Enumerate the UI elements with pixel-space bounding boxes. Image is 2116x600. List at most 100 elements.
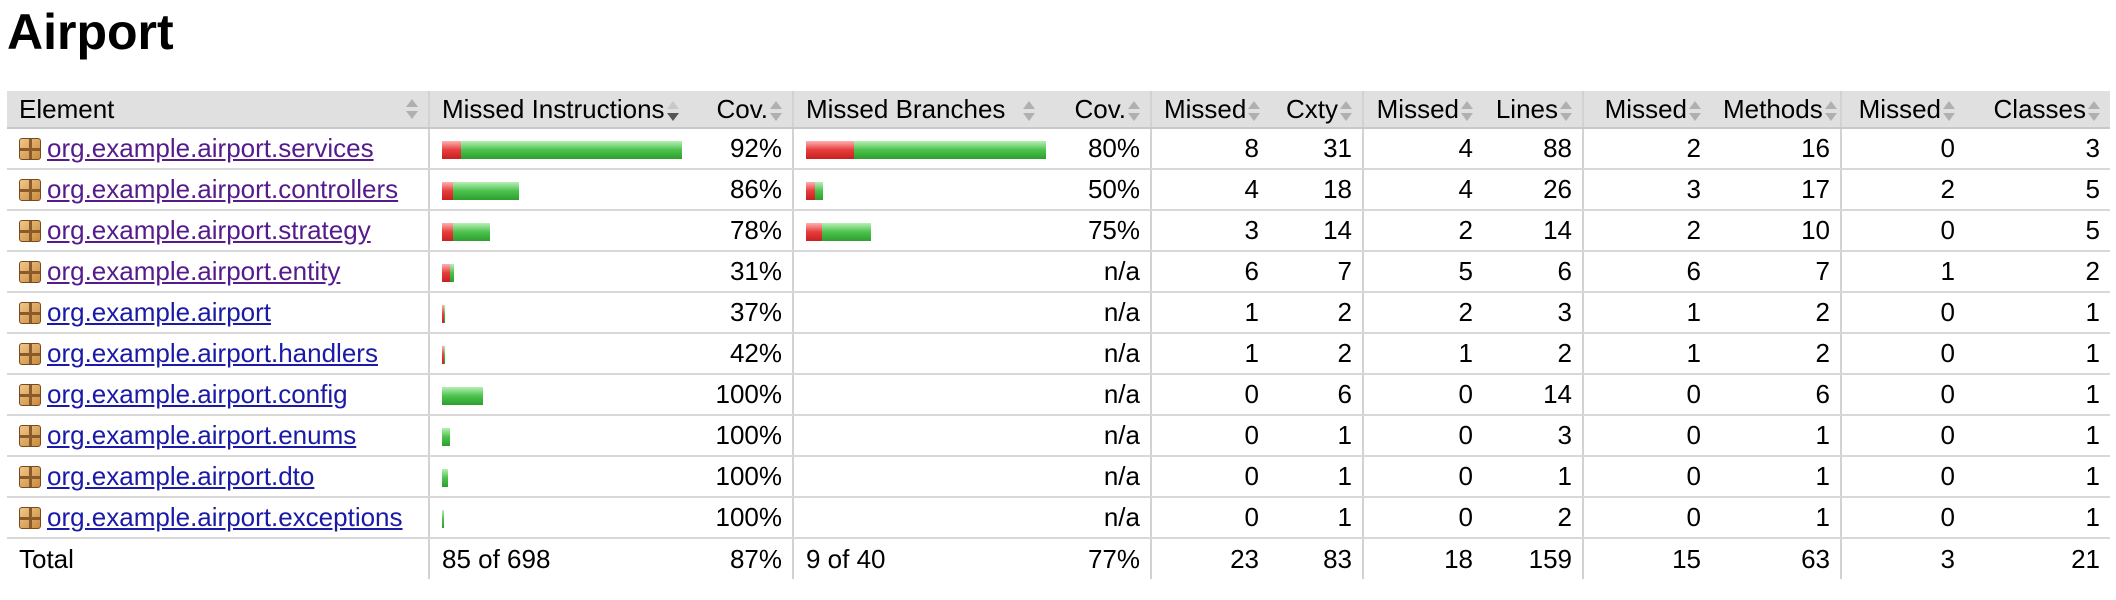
coverage-bar-missed [442, 305, 444, 323]
missed-branches-cell [792, 456, 1051, 498]
element-cell: org.example.airport.handlers [7, 333, 429, 375]
lines: 1 [1483, 456, 1583, 498]
header-missed-complexity[interactable]: Missed [1150, 91, 1269, 129]
header-complexity[interactable]: Cxty [1269, 91, 1363, 129]
coverage-bar-missed [442, 223, 453, 241]
missed-branches-cell [792, 210, 1051, 252]
table-row: org.example.airport.services 92% 80% 8 31 4 88… [7, 128, 2110, 170]
branches-coverage: n/a [1051, 333, 1151, 375]
table-row: org.example.airport.enums 100% n/a 0 1 0 3 0 1 0 1 [7, 415, 2110, 457]
lines: 14 [1483, 210, 1583, 252]
missed-methods: 3 [1582, 169, 1711, 211]
element-cell: org.example.airport.enums [7, 415, 429, 457]
coverage-bar-missed [442, 346, 444, 364]
package-link[interactable]: org.example.airport.config [47, 379, 348, 409]
header-branches-coverage[interactable]: Cov. [1051, 91, 1151, 129]
missed-lines: 1 [1362, 333, 1483, 375]
missed-lines: 2 [1362, 210, 1483, 252]
total-missed-complexity: 23 [1150, 538, 1269, 579]
classes: 5 [1965, 210, 2110, 252]
missed-classes: 0 [1840, 210, 1965, 252]
header-lines[interactable]: Lines [1483, 91, 1583, 129]
missed-methods: 0 [1582, 497, 1711, 539]
missed-methods: 6 [1582, 251, 1711, 293]
package-link[interactable]: org.example.airport.dto [47, 461, 315, 491]
coverage-bar [442, 223, 490, 241]
package-link[interactable]: org.example.airport.strategy [47, 215, 371, 245]
complexity: 18 [1269, 169, 1363, 211]
package-link[interactable]: org.example.airport.handlers [47, 338, 378, 368]
header-element[interactable]: Element [7, 91, 429, 129]
element-cell: org.example.airport.dto [7, 456, 429, 498]
element-cell: org.example.airport.services [7, 128, 429, 170]
lines: 26 [1483, 169, 1583, 211]
coverage-bar-covered [822, 223, 871, 241]
coverage-bar [442, 510, 444, 528]
classes: 5 [1965, 169, 2110, 211]
coverage-bar [442, 346, 445, 364]
instructions-coverage: 100% [689, 456, 793, 498]
table-header-row: Element Missed Instructions Cov. Missed … [7, 91, 2110, 129]
sort-icon [406, 99, 418, 119]
instructions-coverage: 31% [689, 251, 793, 293]
header-missed-classes[interactable]: Missed [1840, 91, 1965, 129]
complexity: 2 [1269, 333, 1363, 375]
table-row: org.example.airport 37% n/a 1 2 2 3 1 2 0 1 [7, 292, 2110, 334]
missed-methods: 0 [1582, 456, 1711, 498]
missed-classes: 0 [1840, 292, 1965, 334]
missed-complexity: 8 [1150, 128, 1269, 170]
methods: 16 [1711, 128, 1841, 170]
sort-icon [1248, 100, 1261, 121]
coverage-bar-covered [442, 428, 450, 446]
missed-instructions-cell [428, 456, 689, 498]
package-link[interactable]: org.example.airport.controllers [47, 174, 399, 204]
header-methods[interactable]: Methods [1711, 91, 1841, 129]
instructions-coverage: 100% [689, 415, 793, 457]
total-missed-lines: 18 [1362, 538, 1483, 579]
header-instructions-coverage[interactable]: Cov. [689, 91, 793, 129]
package-link[interactable]: org.example.airport [47, 297, 271, 327]
total-classes: 21 [2071, 543, 2100, 574]
coverage-bar [442, 469, 448, 487]
complexity: 1 [1269, 415, 1363, 457]
missed-instructions-cell [428, 415, 689, 457]
missed-complexity: 6 [1150, 251, 1269, 293]
coverage-bar [806, 223, 871, 241]
methods: 7 [1711, 251, 1841, 293]
table-row: org.example.airport.strategy 78% 75% 3 14 2 14… [7, 210, 2110, 252]
coverage-bar [442, 305, 445, 323]
instructions-coverage: 100% [689, 497, 793, 539]
lines: 88 [1483, 128, 1583, 170]
instructions-coverage: 100% [689, 374, 793, 416]
missed-classes: 0 [1840, 333, 1965, 375]
table-body: org.example.airport.services 92% 80% 8 31 4 88… [7, 128, 2110, 539]
header-missed-branches[interactable]: Missed Branches [792, 91, 1051, 129]
element-cell: org.example.airport.controllers [7, 169, 429, 211]
package-link[interactable]: org.example.airport.enums [47, 420, 357, 450]
total-complexity: 83 [1323, 543, 1352, 574]
package-link[interactable]: org.example.airport.services [47, 133, 374, 163]
header-classes[interactable]: Classes [1965, 91, 2110, 129]
package-link[interactable]: org.example.airport.entity [47, 256, 341, 286]
missed-instructions-cell [428, 210, 689, 252]
sort-icon [1943, 100, 1955, 121]
total-label: Total [19, 543, 74, 574]
missed-lines: 0 [1362, 415, 1483, 457]
missed-classes: 2 [1840, 169, 1965, 211]
branches-coverage: n/a [1051, 415, 1151, 457]
total-methods: 63 [1801, 543, 1830, 574]
missed-branches-cell [792, 374, 1051, 416]
sort-icon [1023, 100, 1036, 121]
missed-complexity: 3 [1150, 210, 1269, 252]
package-link[interactable]: org.example.airport.exceptions [47, 502, 403, 532]
instructions-coverage: 37% [689, 292, 793, 334]
table-row: org.example.airport.controllers 86% 50% 4 18… [7, 169, 2110, 211]
complexity: 6 [1269, 374, 1363, 416]
lines: 6 [1483, 251, 1583, 293]
header-missed-methods[interactable]: Missed [1582, 91, 1711, 129]
header-missed-lines[interactable]: Missed [1362, 91, 1483, 129]
coverage-bar [442, 182, 519, 200]
coverage-bar-missed [806, 223, 822, 241]
header-missed-instructions[interactable]: Missed Instructions [428, 91, 689, 129]
missed-lines: 4 [1362, 169, 1483, 211]
